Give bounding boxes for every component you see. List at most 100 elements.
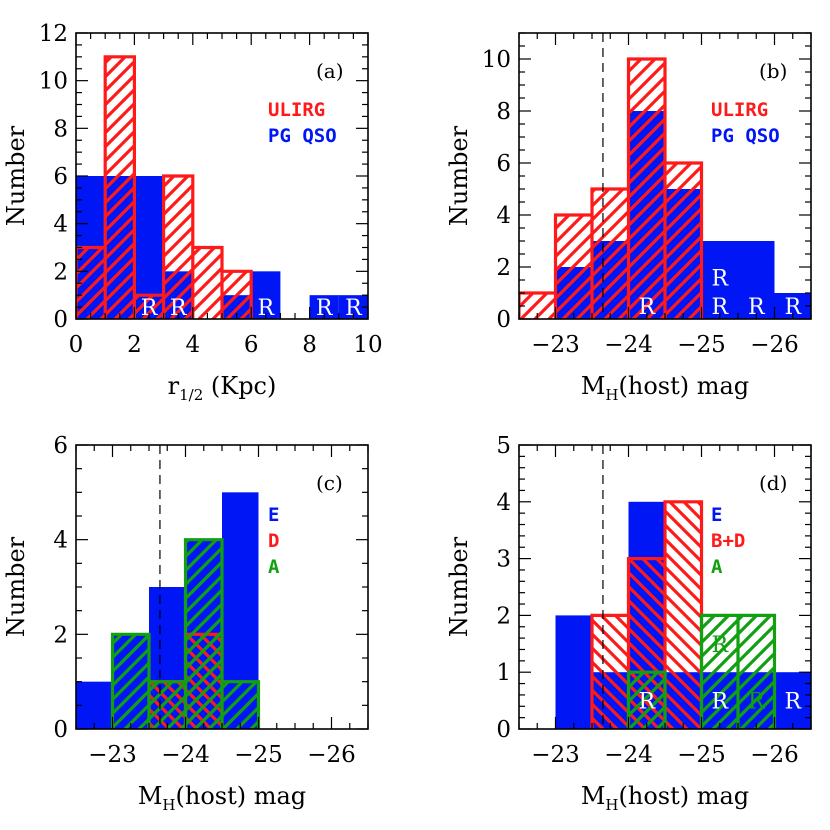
bar <box>251 271 281 319</box>
x-tick-label: −26 <box>750 742 799 768</box>
ticks <box>518 32 812 320</box>
bar <box>309 295 339 319</box>
x-axis-label: MH(host) mag <box>581 782 749 814</box>
series-a <box>110 538 261 729</box>
legend-entry: ULIRG <box>711 99 768 121</box>
annotation-r: R <box>316 296 334 321</box>
y-tick-label: 2 <box>53 259 68 285</box>
x-tick-label: −23 <box>88 742 137 768</box>
y-tick-label: 12 <box>39 21 68 47</box>
y-tick-label: 0 <box>53 717 68 743</box>
bar-hatch <box>105 56 135 319</box>
y-tick-label: 6 <box>53 164 68 190</box>
panel-label: (d) <box>759 471 787 495</box>
y-tick-label: 0 <box>496 717 511 743</box>
annotation-r: R <box>258 296 276 321</box>
legend-entry: B+D <box>711 530 745 552</box>
bar-outline <box>626 613 777 729</box>
x-tick-label: −25 <box>234 742 283 768</box>
annotation-r: R <box>784 690 802 715</box>
bar-hatch <box>222 271 252 319</box>
x-tick-label: 10 <box>353 332 382 358</box>
bar-hatch <box>185 539 222 729</box>
bar-hatch <box>628 59 665 319</box>
y-axis-label: Number <box>2 125 30 226</box>
y-tick-label: 0 <box>496 307 511 333</box>
legend-entry: PG QSO <box>268 125 337 147</box>
y-tick-label: 10 <box>39 69 68 95</box>
y-tick-label: 2 <box>496 603 511 629</box>
bar-outline <box>76 55 253 319</box>
y-tick-label: 3 <box>496 547 511 573</box>
y-tick-label: 1 <box>496 660 511 686</box>
bar <box>338 295 368 319</box>
legend-entry: E <box>268 504 279 526</box>
bar <box>555 615 592 729</box>
bar-hatch <box>149 681 186 729</box>
legend-entry: E <box>711 504 722 526</box>
y-tick-label: 0 <box>53 307 68 333</box>
x-axis-label: MH(host) mag <box>138 782 306 814</box>
y-tick-label: 2 <box>496 255 511 281</box>
x-axis-label: r1/2 (Kpc) <box>168 372 277 404</box>
x-tick-label: −24 <box>161 742 210 768</box>
x-tick-label: 0 <box>69 332 84 358</box>
x-tick-label: −24 <box>604 742 653 768</box>
panel-label: (c) <box>316 471 343 495</box>
annotation-r: R <box>748 295 766 320</box>
annotation-r: R <box>638 690 656 715</box>
bar-outline <box>110 538 261 729</box>
ticks <box>518 444 812 730</box>
bar-hatch <box>163 176 193 319</box>
y-tick-label: 4 <box>53 528 68 554</box>
bar <box>738 241 775 319</box>
y-axis-label: Number <box>445 125 473 226</box>
bar-hatch <box>592 189 629 319</box>
ticks <box>75 444 369 730</box>
bar-hatch <box>134 295 164 319</box>
panel-c: −23 −24 −25 −26 0 2 4 6 MH(host) mag Number (c) EDA <box>2 433 369 814</box>
bar-hatch <box>738 615 775 729</box>
annotation-r: R <box>711 690 729 715</box>
bar-hatch <box>592 615 629 729</box>
bar-hatch <box>628 672 665 729</box>
bar-hatch <box>555 215 592 319</box>
series-a <box>626 613 777 729</box>
bar <box>76 681 113 729</box>
ticks <box>75 32 369 320</box>
annotation-r: R <box>711 633 729 658</box>
x-tick-label: 8 <box>302 332 317 358</box>
y-tick-label: 6 <box>53 433 68 459</box>
y-axis-label: Number <box>445 536 473 637</box>
x-tick-label: −25 <box>677 332 726 358</box>
x-tick-label: −24 <box>604 332 653 358</box>
bar <box>701 241 738 319</box>
legend-entry: D <box>268 530 279 552</box>
legend-entry: PG QSO <box>711 125 780 147</box>
plot-area <box>76 445 261 729</box>
bar-hatch <box>192 247 222 319</box>
x-tick-label: −26 <box>307 742 356 768</box>
y-tick-label: 4 <box>496 490 511 516</box>
annotation-r: R <box>784 295 802 320</box>
bar-hatch <box>222 681 259 729</box>
y-tick-label: 8 <box>53 116 68 142</box>
legend-entry: A <box>268 556 280 578</box>
y-tick-label: 6 <box>496 151 511 177</box>
annotation-r: R <box>711 295 729 320</box>
panel-label: (b) <box>759 59 787 83</box>
legend-entry: ULIRG <box>268 99 325 121</box>
x-tick-label: 2 <box>127 332 142 358</box>
annotation-r: R <box>711 266 729 291</box>
series-ulirg <box>519 57 704 319</box>
y-tick-label: 4 <box>53 212 68 238</box>
x-tick-label: −23 <box>531 332 580 358</box>
x-axis-label: MH(host) mag <box>581 372 749 404</box>
x-tick-label: 4 <box>185 332 200 358</box>
annotation-r: R <box>748 690 766 715</box>
